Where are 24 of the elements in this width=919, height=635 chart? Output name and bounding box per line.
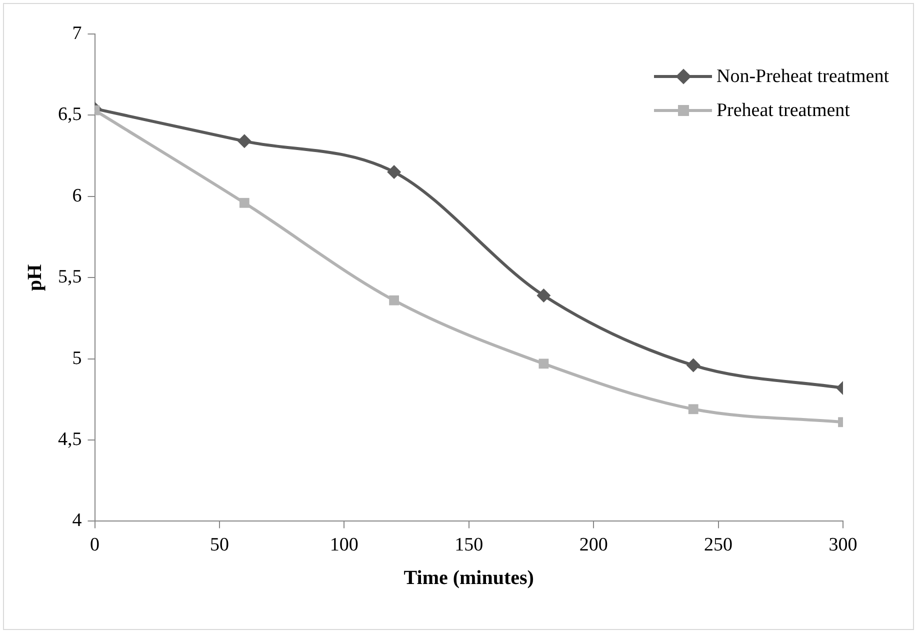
legend-label: Preheat treatment	[716, 100, 850, 122]
y-axis-title: pH	[24, 264, 46, 291]
point	[538, 358, 549, 369]
y-tick-label: 5,5	[58, 266, 82, 288]
y-tick-label: 6,5	[58, 104, 82, 126]
point	[688, 404, 698, 414]
point	[686, 358, 700, 372]
point	[387, 165, 402, 180]
point	[389, 295, 399, 306]
y-tick-label: 5	[72, 348, 82, 369]
x-tick-label: 50	[210, 534, 229, 556]
legend-label: Non-Preheat treatment	[716, 66, 889, 88]
point	[536, 288, 551, 302]
x-axis-title: Time (minutes)	[404, 567, 534, 590]
x-tick-label: 150	[454, 534, 484, 556]
x-tick-label: 300	[828, 534, 858, 556]
y-tick-label: 7	[72, 22, 82, 44]
x-tick-label: 100	[330, 534, 358, 556]
x-tick-label: 0	[90, 534, 100, 556]
x-tick-label: 250	[704, 534, 733, 556]
y-tick-label: 4,5	[58, 428, 82, 450]
y-tick-label: 4	[72, 510, 82, 532]
y-tick-label: 6	[72, 185, 82, 206]
x-tick-label: 200	[579, 534, 608, 556]
